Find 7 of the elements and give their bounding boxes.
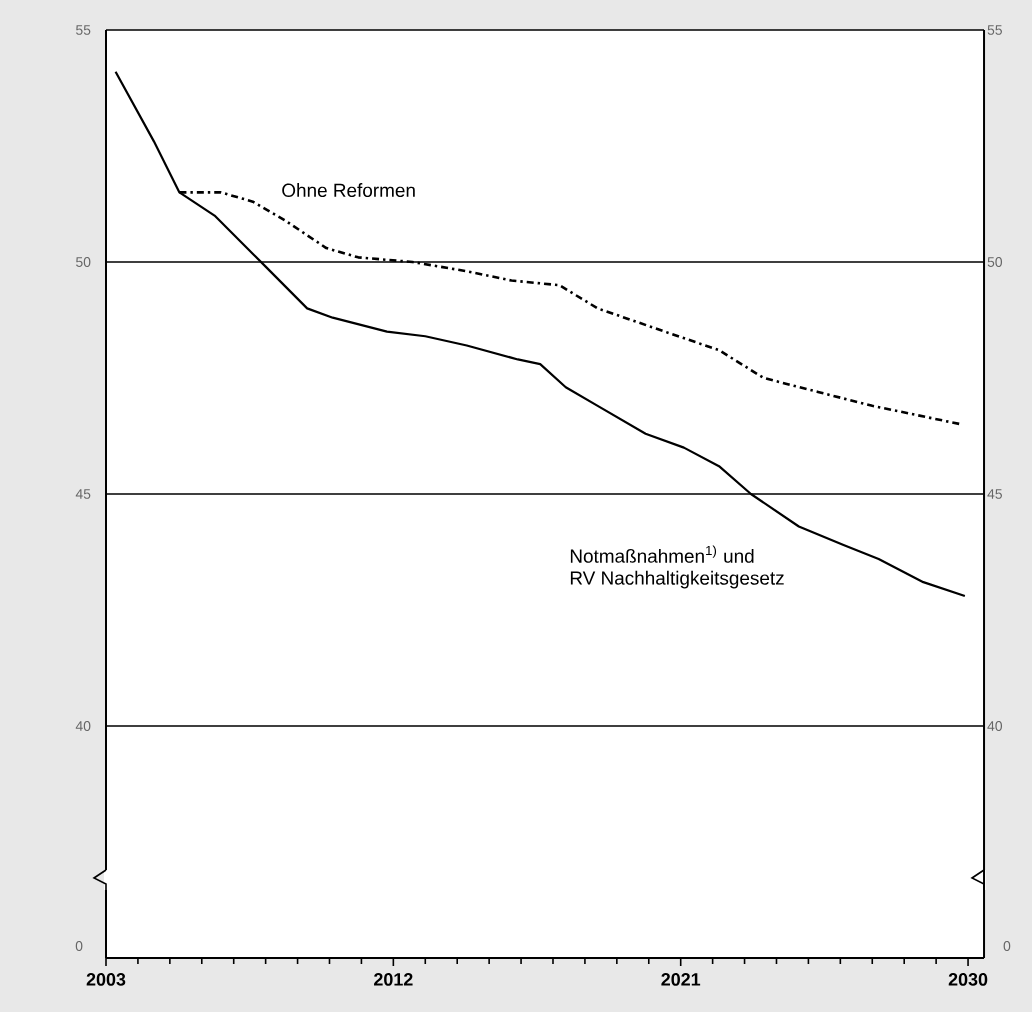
x-tick-label: 2030	[948, 973, 988, 986]
line-series	[114, 70, 966, 598]
series-label: Ohne Reformen	[282, 183, 415, 198]
x-tick-label: 2021	[661, 973, 701, 986]
series-label: Notmaßnahmen$^{1)}$ und RV Nachhaltigkeitsgesetz	[570, 545, 784, 589]
x-tick-label: 2003	[86, 973, 126, 986]
x-tick-label: 2012	[374, 973, 413, 986]
